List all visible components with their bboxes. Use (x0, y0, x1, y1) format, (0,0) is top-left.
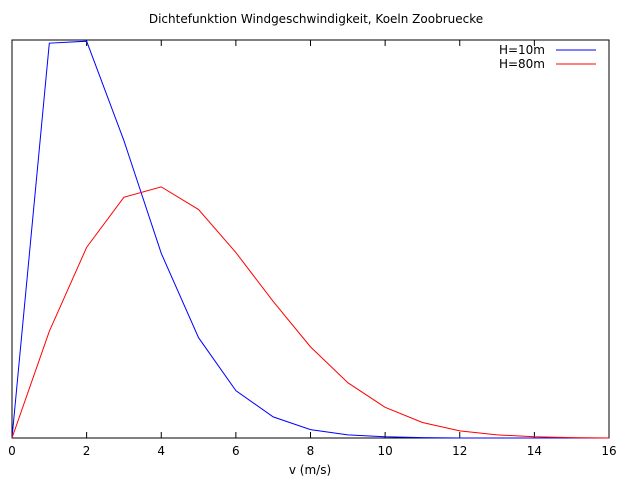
x-tick-label: 14 (527, 444, 542, 458)
x-axis-ticks: 0 2 4 6 8 10 12 14 16 (8, 40, 617, 458)
plot-frame (11, 39, 610, 439)
x-tick-label: 2 (83, 444, 91, 458)
legend-label: H=80m (499, 57, 545, 71)
x-axis-label: v (m/s) (289, 463, 331, 477)
series-lines (11, 40, 610, 439)
x-tick-label: 16 (601, 444, 616, 458)
legend-label: H=10m (499, 43, 545, 57)
x-tick-label: 0 (8, 444, 16, 458)
x-tick-label: 4 (157, 444, 165, 458)
series-line-1 (11, 40, 609, 439)
x-tick-label: 12 (452, 444, 467, 458)
x-tick-label: 10 (377, 444, 392, 458)
x-tick-label: 6 (232, 444, 240, 458)
x-tick-label: 8 (307, 444, 315, 458)
series-line-2 (11, 186, 610, 439)
chart-title: Dichtefunktion Windgeschwindigkeit, Koel… (149, 12, 483, 26)
